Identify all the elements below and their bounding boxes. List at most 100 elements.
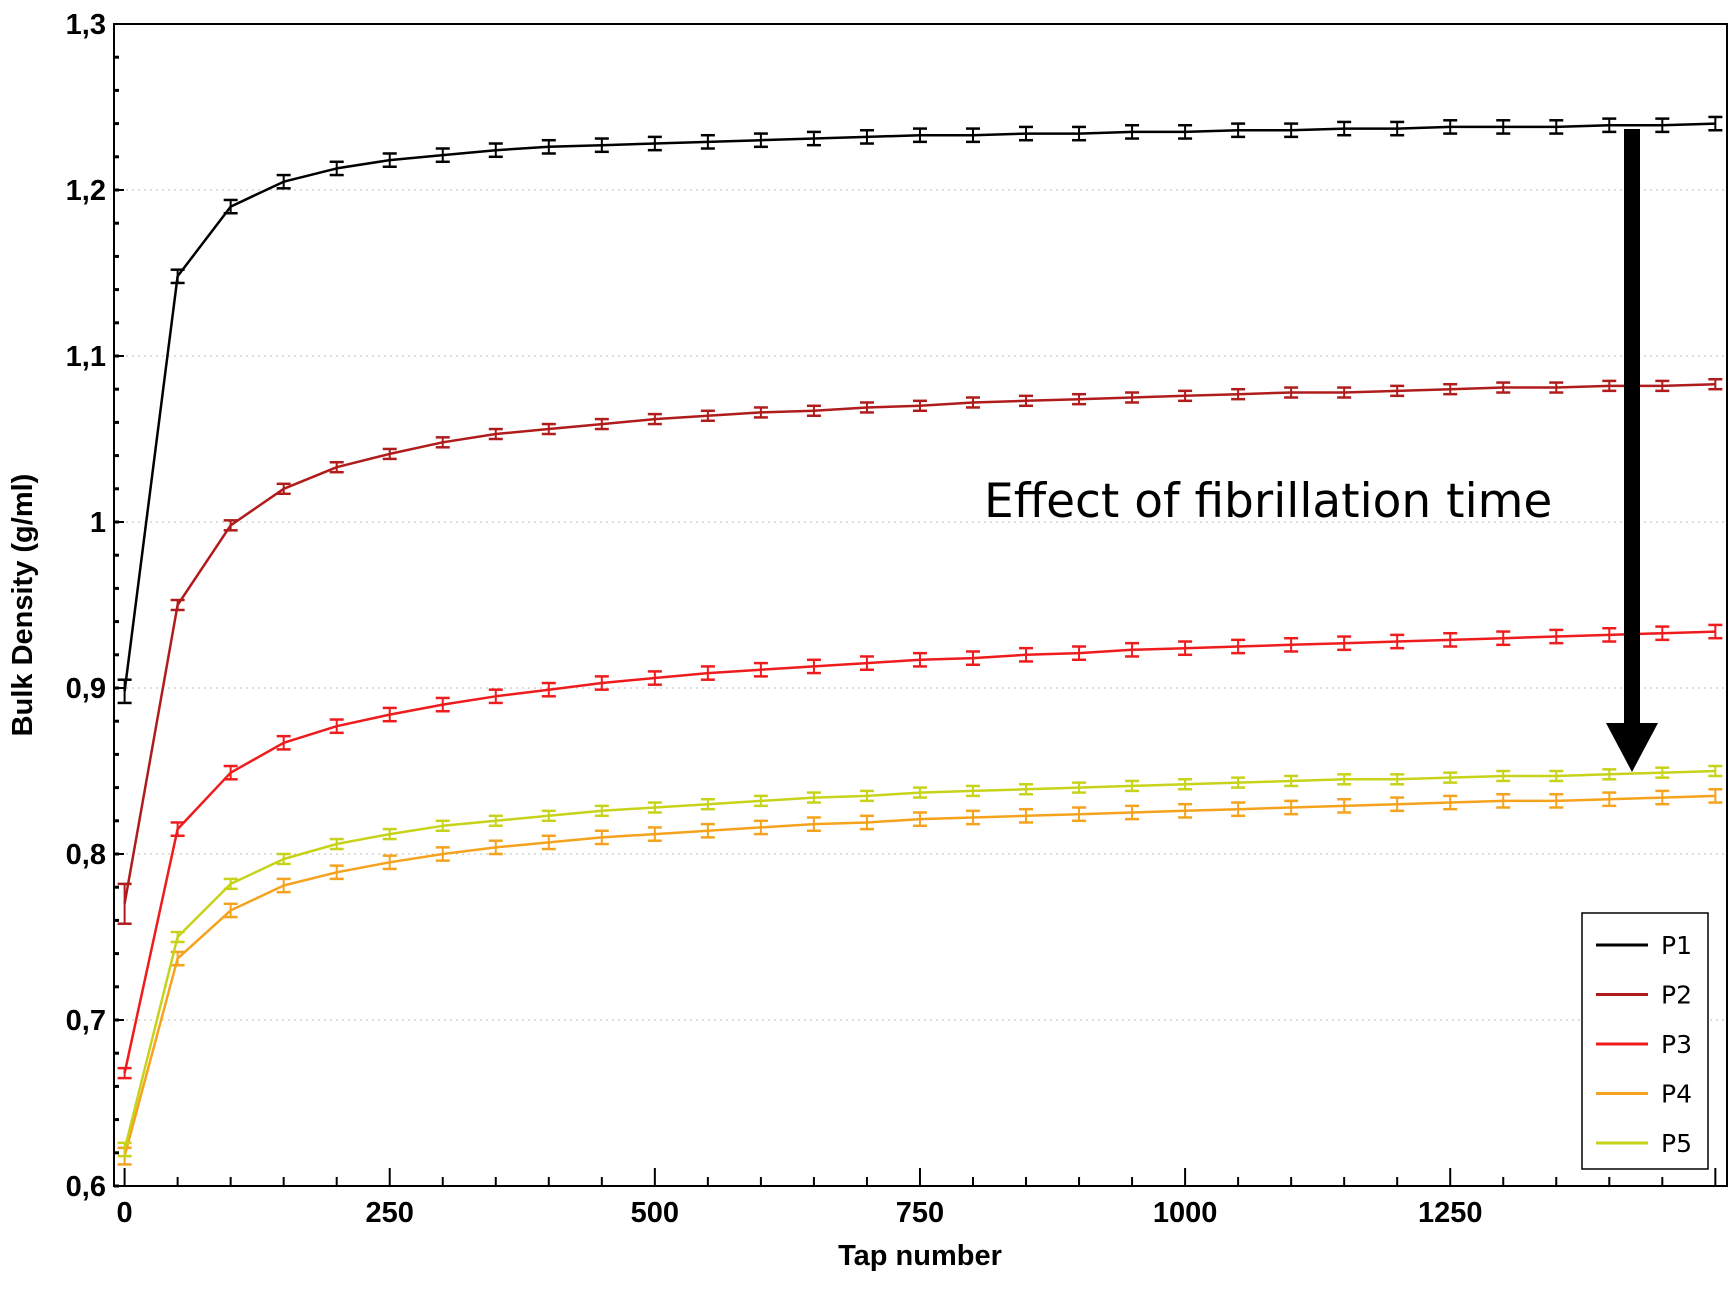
error-bar <box>1178 640 1193 657</box>
series-P5 <box>117 764 1723 1158</box>
y-axis-title: Bulk Density (g/ml) <box>7 474 39 737</box>
y-tick-label: 0,6 <box>66 1171 106 1203</box>
legend-label-P4: P4 <box>1661 1080 1692 1109</box>
error-bar <box>541 422 556 436</box>
y-tick-label: 0,8 <box>66 839 106 871</box>
series-line <box>123 769 1716 1150</box>
error-bar <box>541 834 556 851</box>
plot-frame <box>113 23 1728 1187</box>
error-bar <box>1496 792 1511 809</box>
error-bar <box>700 797 715 811</box>
error-bar <box>806 791 821 804</box>
error-bar <box>1284 799 1299 816</box>
error-bar <box>170 930 185 944</box>
error-bar <box>1602 626 1617 643</box>
error-bar <box>1125 124 1140 140</box>
error-bar <box>1390 796 1405 813</box>
error-bar <box>1549 628 1564 645</box>
error-bar <box>1708 764 1723 778</box>
error-bar <box>117 1066 132 1080</box>
series-group <box>117 115 1723 1166</box>
error-bar <box>647 826 662 842</box>
error-bar <box>1337 386 1352 399</box>
error-bar <box>170 598 185 612</box>
x-tick-label: 750 <box>896 1197 944 1229</box>
error-bar <box>1496 119 1511 135</box>
error-bar <box>1019 783 1034 796</box>
error-bar <box>1337 773 1352 786</box>
error-bar <box>700 409 715 422</box>
error-bar <box>1125 641 1140 658</box>
error-bar <box>965 396 980 409</box>
error-bar <box>1284 386 1299 399</box>
error-bar <box>1072 125 1087 142</box>
error-bar <box>753 794 768 808</box>
error-bar <box>1655 789 1670 806</box>
legend-label-P1: P1 <box>1661 931 1692 960</box>
error-bar <box>382 152 397 169</box>
error-bar <box>1072 806 1087 823</box>
error-bar <box>1337 120 1352 137</box>
error-bar <box>276 482 291 496</box>
error-bar <box>1125 779 1140 793</box>
error-bar <box>382 706 397 723</box>
error-bar <box>806 404 821 418</box>
legend-label-P2: P2 <box>1661 981 1692 1010</box>
error-bar <box>488 142 503 159</box>
series-line <box>123 794 1716 1157</box>
error-bar <box>1019 646 1034 663</box>
error-bar <box>223 519 238 532</box>
error-bar <box>1655 766 1670 779</box>
error-bar <box>1231 776 1246 789</box>
error-bar <box>1549 769 1564 783</box>
error-bar <box>753 406 768 419</box>
x-tick-label: 1000 <box>1153 1197 1218 1229</box>
error-bar <box>594 137 609 154</box>
error-bar <box>1708 788 1723 804</box>
error-bar <box>435 696 450 713</box>
error-bar <box>276 173 291 190</box>
error-bar <box>1019 394 1034 408</box>
y-tick-label: 0,9 <box>66 673 106 705</box>
x-tick-label: 500 <box>631 1197 679 1229</box>
error-bar <box>488 688 503 705</box>
error-bar <box>859 814 874 831</box>
arrow-shaft <box>1624 129 1640 729</box>
error-bar <box>806 658 821 675</box>
error-bar <box>329 718 344 735</box>
error-bar <box>488 839 503 856</box>
error-bar <box>1602 791 1617 808</box>
error-bar <box>382 827 397 841</box>
error-bar <box>1443 794 1458 811</box>
error-bar <box>435 846 450 862</box>
error-bar <box>859 128 874 145</box>
error-bar <box>1655 625 1670 642</box>
error-bar <box>1655 117 1670 134</box>
error-bar <box>1072 392 1087 406</box>
error-bar <box>1231 122 1246 139</box>
error-bar <box>1602 117 1617 134</box>
error-bar <box>1125 804 1140 821</box>
error-bar <box>117 1141 132 1158</box>
error-bar <box>276 852 291 866</box>
series-line <box>123 630 1716 1074</box>
y-tick-label: 1,1 <box>66 341 106 373</box>
error-bar <box>1390 633 1405 650</box>
legend-label-P3: P3 <box>1661 1030 1692 1059</box>
y-tick-label: 0,7 <box>66 1005 106 1037</box>
error-bar <box>1231 801 1246 818</box>
error-bar <box>965 127 980 144</box>
grid <box>114 189 1727 1021</box>
error-bar <box>382 447 397 461</box>
error-bar <box>700 133 715 150</box>
error-bar <box>647 135 662 152</box>
error-bar <box>1496 381 1511 394</box>
error-bar <box>1708 115 1723 132</box>
error-bar <box>1708 377 1723 391</box>
error-bar <box>170 821 185 837</box>
error-bar <box>647 670 662 686</box>
error-bar <box>912 399 927 413</box>
error-bar <box>1072 645 1087 662</box>
error-bar <box>488 427 503 441</box>
error-bar <box>223 902 238 919</box>
